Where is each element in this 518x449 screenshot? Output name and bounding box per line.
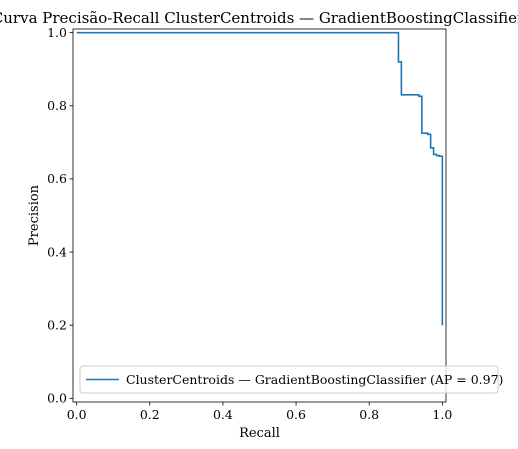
legend: ClusterCentroids — GradientBoostingClass…: [79, 365, 503, 394]
legend-label: ClusterCentroids — GradientBoostingClass…: [126, 372, 503, 387]
x-tick-label: 1.0: [432, 407, 452, 422]
x-tick-label: 0.8: [359, 407, 379, 422]
chart-title: Curva Precisão-Recall ClusterCentroids —…: [0, 9, 518, 27]
y-tick-label: 0.6: [47, 171, 67, 186]
x-axis: 0.0 0.2 0.4 0.6 0.8 1.0: [67, 402, 452, 422]
plot-area: [76, 31, 444, 326]
y-tick-label: 0.2: [47, 318, 67, 333]
y-axis-label: Precision: [27, 184, 42, 246]
plot-frame: [72, 28, 447, 403]
y-tick-label: 0.0: [47, 391, 67, 406]
x-tick-label: 0.0: [67, 407, 87, 422]
legend-box: [79, 365, 499, 394]
y-tick-label: 1.0: [47, 25, 67, 40]
y-tick-label: 0.8: [47, 98, 67, 113]
y-axis: 0.0 0.2 0.4 0.6 0.8 1.0: [47, 25, 73, 406]
x-tick-label: 0.4: [213, 407, 233, 422]
x-axis-label: Recall: [239, 426, 280, 441]
x-tick-label: 0.6: [286, 407, 306, 422]
y-tick-label: 0.4: [47, 244, 67, 259]
series-line: [76, 31, 444, 326]
x-tick-label: 0.2: [140, 407, 160, 422]
